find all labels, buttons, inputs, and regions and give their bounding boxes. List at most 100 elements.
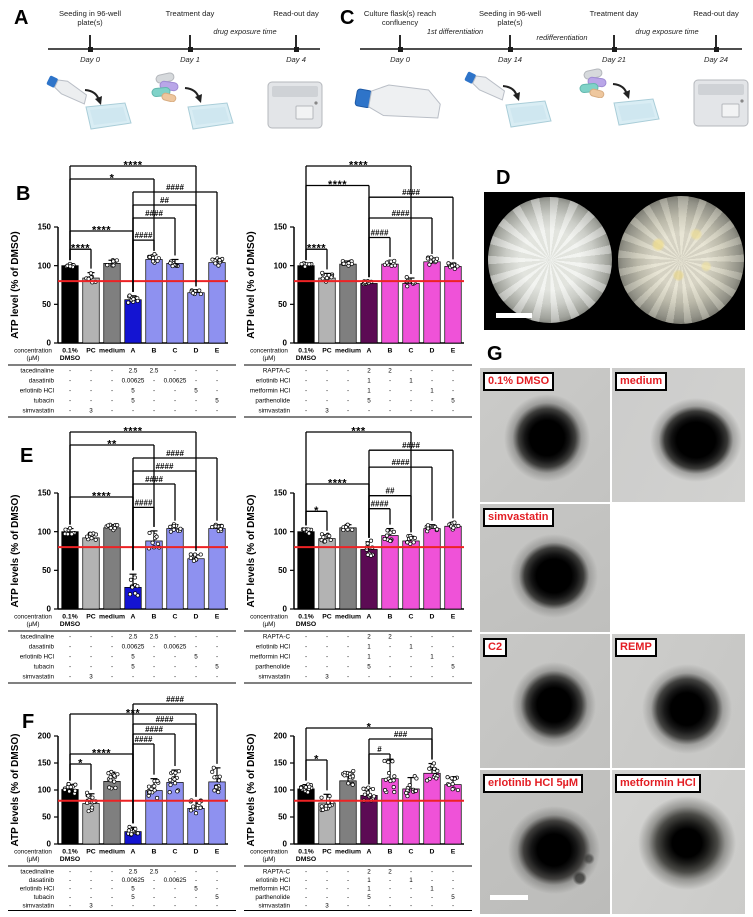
dose-value: - [347,869,349,876]
scatter-point [321,535,326,540]
dose-value: - [90,664,92,671]
scatter-point [90,805,95,810]
dose-value: - [153,903,155,910]
x-category-label: D [194,614,199,621]
dose-value: - [452,674,454,681]
sig-bracket-##: ## [132,196,197,292]
x-axis-title: (µM) [26,355,39,362]
scatter-point [214,785,219,790]
x-category-label: D [194,348,199,355]
bar-PC [318,277,336,344]
dose-value: - [195,644,197,651]
sig-bracket-****: **** [305,160,412,275]
dose-value: - [326,644,328,651]
x-category-label: DMSO [60,856,80,863]
sig-bracket-#: # [368,745,391,785]
well-plate-icon [187,102,234,130]
dose-value: - [69,644,71,651]
dose-value: - [195,408,197,415]
dose-value: - [174,398,176,405]
scatter-point [152,788,157,793]
dose-value: - [174,634,176,641]
scatter-point [351,768,356,774]
scatter-point [193,811,199,816]
timeline-a-tick [189,35,191,48]
scatter-point [388,778,393,784]
dose-value: - [452,378,454,385]
x-category-label: B [152,348,157,355]
scatter-point [146,784,152,789]
sig-label: ** [107,439,117,451]
dose-value: - [216,886,218,893]
x-category-label: 0.1% [298,348,314,355]
bar-A [360,549,378,610]
scatter-point [176,769,181,774]
dose-value: - [174,654,176,661]
dose-value: - [305,368,307,375]
dose-value: 5 [215,664,219,671]
scatter-point [84,534,90,539]
dose-value: 5 [367,894,371,901]
sig-bracket-####: #### [132,462,197,571]
x-category-label: 0.1% [298,614,314,621]
timeline-c-day: Day 0 [390,55,410,64]
plate-reader-icon [693,79,749,127]
dose-value: - [389,644,391,651]
bar-medium [103,262,121,344]
scatter-point [106,771,111,776]
dose-value: - [368,408,370,415]
x-category-label: A [131,348,136,355]
scatter-point [173,770,178,775]
y-tick-label: 150 [38,223,52,232]
dose-value: 2.5 [150,634,159,641]
scatter-point [130,585,135,590]
scatter-point [450,787,455,792]
dose-value: - [195,877,197,884]
scatter-point [113,785,118,790]
scatter-point [386,771,392,776]
x-category-label: PC [86,849,96,856]
scatter-point [451,525,456,530]
sig-label: #### [392,458,410,467]
scatter-point [172,781,178,786]
dose-row-name: simvastatin [23,903,55,910]
bar-C [402,788,420,845]
dose-value: 0.00625 [122,644,145,651]
dose-value: - [216,644,218,651]
scatter-point [85,790,90,795]
scatter-point [88,271,93,276]
dose-row-name: tubacin [34,398,55,405]
dose-value: 5 [131,894,135,901]
sig-label: #### [402,188,420,197]
dose-value: - [305,634,307,641]
dose-value: - [410,674,412,681]
dose-value: - [153,644,155,651]
dose-value: - [305,674,307,681]
x-axis-title: (µM) [262,355,275,362]
bar-C [166,262,184,344]
x-category-label: A [131,614,136,621]
dose-row-name: erlotinib HCl [20,654,54,661]
dose-value: - [410,368,412,375]
scatter-point [198,291,203,297]
dose-value: - [326,388,328,395]
bar-medium [103,527,121,610]
dose-value: - [389,388,391,395]
x-axis-title: concentration [14,348,52,355]
timeline-c-milestone-label: Culture flask(s) reach confluency [363,9,437,27]
dose-value: - [174,674,176,681]
chart-f-left: 0 50 100 150 200 ATP levels (% of DMSO) #### **… [6,690,242,917]
dose-value: - [174,388,176,395]
scatter-point [175,789,180,794]
flask-pour-icon [464,71,506,101]
scatter-point [346,781,351,786]
sig-label: **** [349,160,368,172]
dose-row-name: tubacin [34,664,55,671]
dose-value: - [389,877,391,884]
y-tick-label: 50 [278,813,287,822]
scatter-point [365,790,370,795]
bar-D [423,528,441,610]
scatter-point [135,584,140,589]
dose-value: - [153,886,155,893]
bar-A [124,586,142,610]
